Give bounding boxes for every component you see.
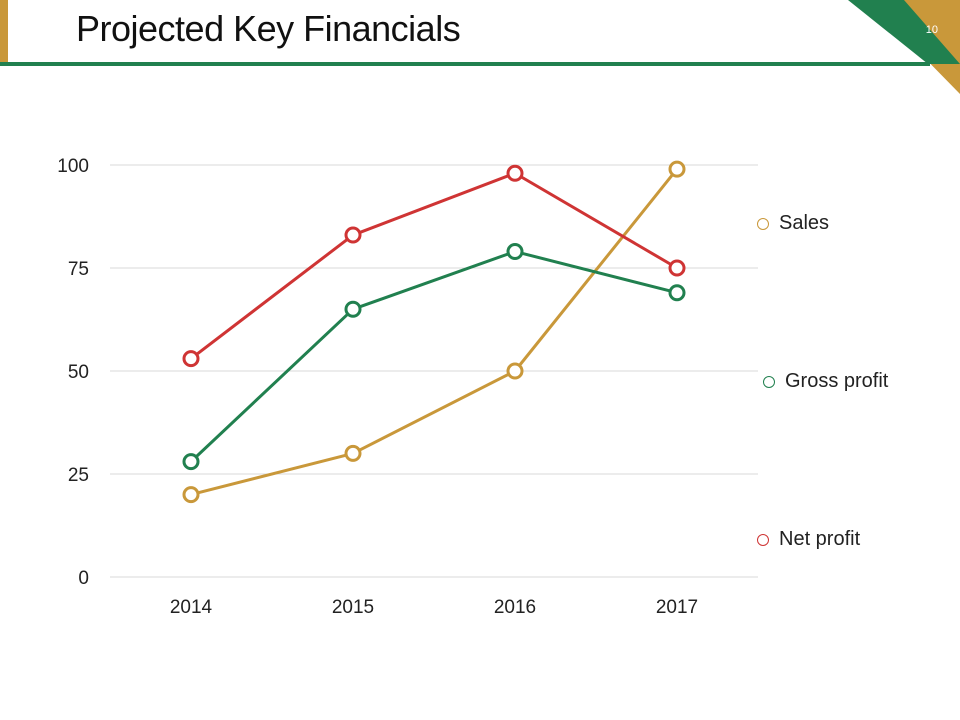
- y-axis-tick-labels: 0 25 50 75 100: [57, 156, 89, 589]
- series-gross-profit: [182, 243, 686, 471]
- page-number: 10: [925, 24, 938, 36]
- series-line: [189, 250, 678, 463]
- legend-marker: [757, 217, 769, 230]
- legend-item: Gross profit: [763, 370, 888, 393]
- x-tick-label: 2015: [332, 597, 374, 618]
- data-point: [506, 243, 524, 261]
- y-tick-label: 100: [57, 156, 89, 177]
- y-tick-label: 25: [68, 465, 89, 486]
- data-point: [506, 362, 524, 380]
- y-tick-label: 75: [68, 259, 89, 280]
- data-point: [668, 284, 686, 302]
- data-point: [182, 486, 200, 504]
- legend-marker: [763, 375, 775, 388]
- legend-label: Gross profit: [785, 370, 889, 392]
- header-rule: [0, 62, 930, 66]
- data-point: [344, 226, 362, 244]
- legend-item: Net profit: [757, 528, 860, 551]
- corner-decoration: [848, 0, 960, 94]
- data-point: [506, 164, 524, 182]
- series-line: [190, 171, 678, 360]
- data-point: [344, 444, 362, 462]
- legend-item: Sales: [757, 212, 829, 235]
- chart-gridlines: [110, 164, 758, 578]
- chart-series: [182, 160, 686, 504]
- data-point: [668, 160, 686, 178]
- legend-label: Sales: [779, 212, 830, 234]
- x-tick-label: 2017: [656, 597, 698, 618]
- corner-green-triangle: [848, 0, 960, 64]
- data-point: [182, 350, 200, 368]
- page-title: Projected Key Financials: [76, 8, 461, 49]
- y-tick-label: 0: [78, 568, 89, 589]
- series-line: [190, 168, 679, 497]
- legend-marker: [757, 533, 769, 546]
- data-point: [344, 300, 362, 318]
- x-axis-tick-labels: 2014 2015 2016 2017: [170, 597, 698, 618]
- legend-label: Net profit: [779, 528, 861, 550]
- data-point: [182, 453, 200, 471]
- left-accent-bar: [0, 0, 8, 62]
- x-tick-label: 2014: [170, 597, 213, 618]
- x-tick-label: 2016: [494, 597, 536, 618]
- series-net-profit: [182, 164, 686, 368]
- series-sales: [182, 160, 686, 504]
- y-tick-label: 50: [68, 362, 89, 383]
- data-point: [668, 259, 686, 277]
